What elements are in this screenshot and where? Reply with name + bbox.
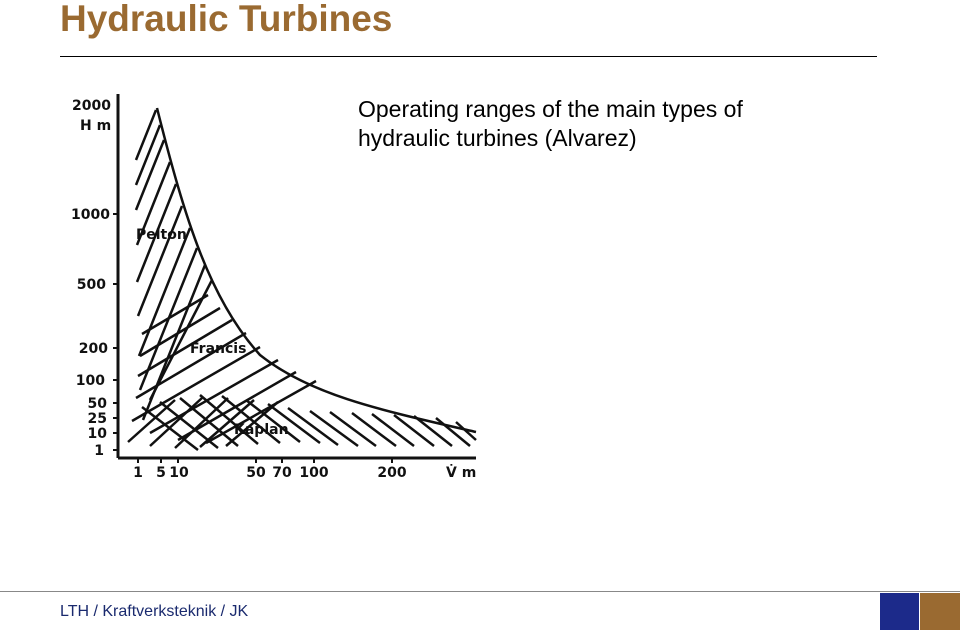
pelton-hatching [134, 109, 214, 421]
footer-brand-block-navy [880, 593, 919, 630]
kaplan-hatching [141, 394, 477, 451]
y-tick-label: 200 [79, 341, 108, 357]
x-tick-label: 1 [133, 465, 143, 481]
y-tick-label: 100 [76, 373, 105, 389]
footer-divider [0, 591, 960, 592]
subtitle-line-2: hydraulic turbines (Alvarez) [358, 125, 637, 151]
y-tick-label: 500 [77, 277, 106, 293]
slide-subtitle: Operating ranges of the main types of hy… [358, 95, 743, 153]
y-axis-unit-label: H m [80, 118, 111, 134]
x-axis-unit-label: V̇ m [446, 464, 476, 481]
envelope-boundary-curve [155, 107, 477, 434]
x-tick-marks [137, 458, 393, 463]
subtitle-line-1: Operating ranges of the main types of [358, 96, 743, 122]
x-tick-label: 200 [377, 465, 406, 481]
y-tick-label: 25 [88, 411, 107, 427]
footer-brand-block-brown [920, 593, 960, 630]
y-tick-marks [113, 213, 118, 451]
kaplan-cross-hatching [127, 397, 279, 449]
kaplan-region-label: Kaplan [234, 422, 289, 438]
x-tick-label: 100 [299, 465, 328, 481]
footer-text: LTH / Kraftverksteknik / JK [60, 603, 249, 620]
y-axis-top-label: 2000 [72, 98, 111, 114]
x-tick-label: 70 [272, 465, 292, 481]
y-tick-label: 1 [94, 443, 104, 459]
x-tick-label: 5 [156, 465, 166, 481]
francis-region-label: Francis [190, 341, 246, 357]
x-tick-label: 10 [169, 465, 189, 481]
y-tick-label: 10 [88, 426, 108, 442]
pelton-region-label: Pelton [136, 227, 187, 243]
y-tick-label: 1000 [71, 207, 110, 223]
slide-title: Hydraulic Turbines [60, 0, 393, 39]
francis-hatching [131, 293, 317, 445]
y-tick-label: 50 [88, 396, 108, 412]
title-divider [60, 56, 877, 57]
x-tick-label: 50 [246, 465, 266, 481]
